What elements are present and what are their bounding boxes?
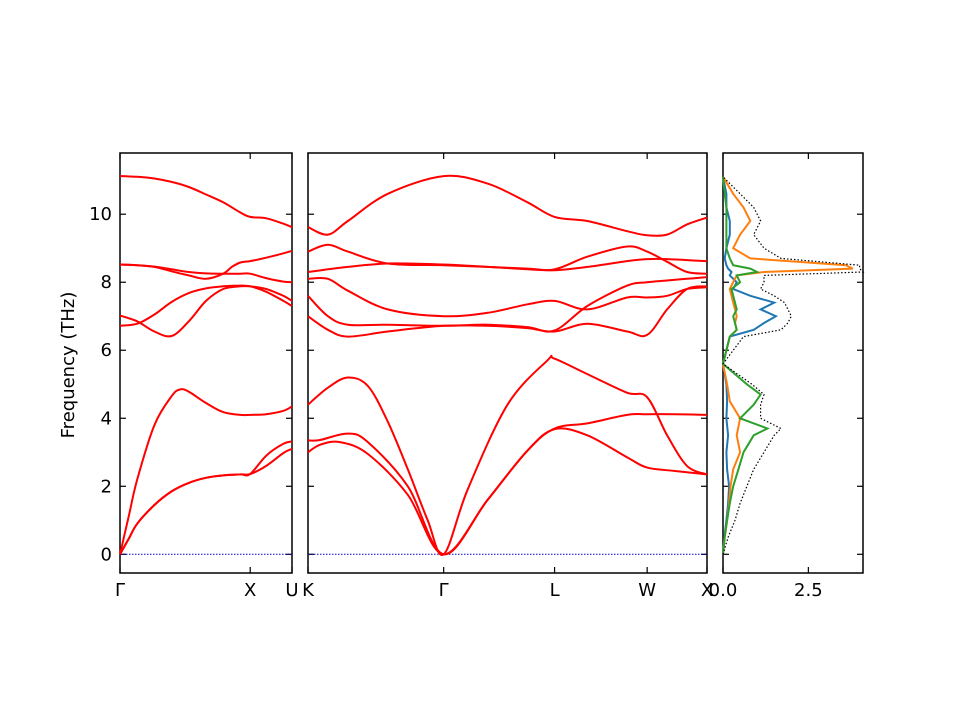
dos-series-green <box>721 176 770 555</box>
phonon-band-2 <box>307 412 708 556</box>
band-structure-left-panel: 0 2 4 6 8 10 Γ X U <box>89 152 299 601</box>
y-tick-label: 10 <box>89 204 112 225</box>
phonon-band-5 <box>307 276 708 333</box>
phonon-band-4 <box>307 285 708 338</box>
x-tick-label: Γ <box>439 580 449 601</box>
phonon-band-8 <box>119 175 293 229</box>
x-tick-label: W <box>638 580 656 601</box>
phonon-band-1 <box>307 427 708 556</box>
density-of-states-panel: 0.0 2.5 <box>709 152 865 601</box>
x-tick-label: K <box>302 580 315 601</box>
y-tick-label: 4 <box>101 408 112 429</box>
phonon-band-3 <box>119 388 293 555</box>
x-tick-label: 2.5 <box>794 580 823 601</box>
y-tick-label: 8 <box>101 272 112 293</box>
phonon-band-4 <box>119 284 293 327</box>
y-axis-label: Frequency (THz) <box>58 292 79 439</box>
x-tick-label: L <box>550 580 560 601</box>
phonon-band-3 <box>307 354 708 556</box>
phonon-band-8 <box>307 243 708 275</box>
phonon-band-1 <box>119 447 293 555</box>
plot-frame <box>307 152 708 574</box>
phonon-band-7 <box>119 263 293 284</box>
x-tick-label: 0.0 <box>709 580 738 601</box>
x-tick-label: X <box>701 580 713 601</box>
phonon-band-6 <box>307 276 708 318</box>
phonon-band-2 <box>119 440 293 555</box>
y-tick-label: 0 <box>101 544 112 565</box>
dos-series-total <box>722 176 865 555</box>
y-tick-label: 2 <box>101 476 112 497</box>
phonon-band-9 <box>307 174 708 237</box>
x-tick-label: X <box>244 580 256 601</box>
x-tick-label: Γ <box>115 580 125 601</box>
plot-frame <box>119 152 293 574</box>
phonon-band-7 <box>307 257 708 273</box>
y-tick-label: 6 <box>101 340 112 361</box>
x-tick-label: U <box>285 580 298 601</box>
phonon-band-5 <box>119 285 293 338</box>
plot-frame <box>722 152 864 574</box>
